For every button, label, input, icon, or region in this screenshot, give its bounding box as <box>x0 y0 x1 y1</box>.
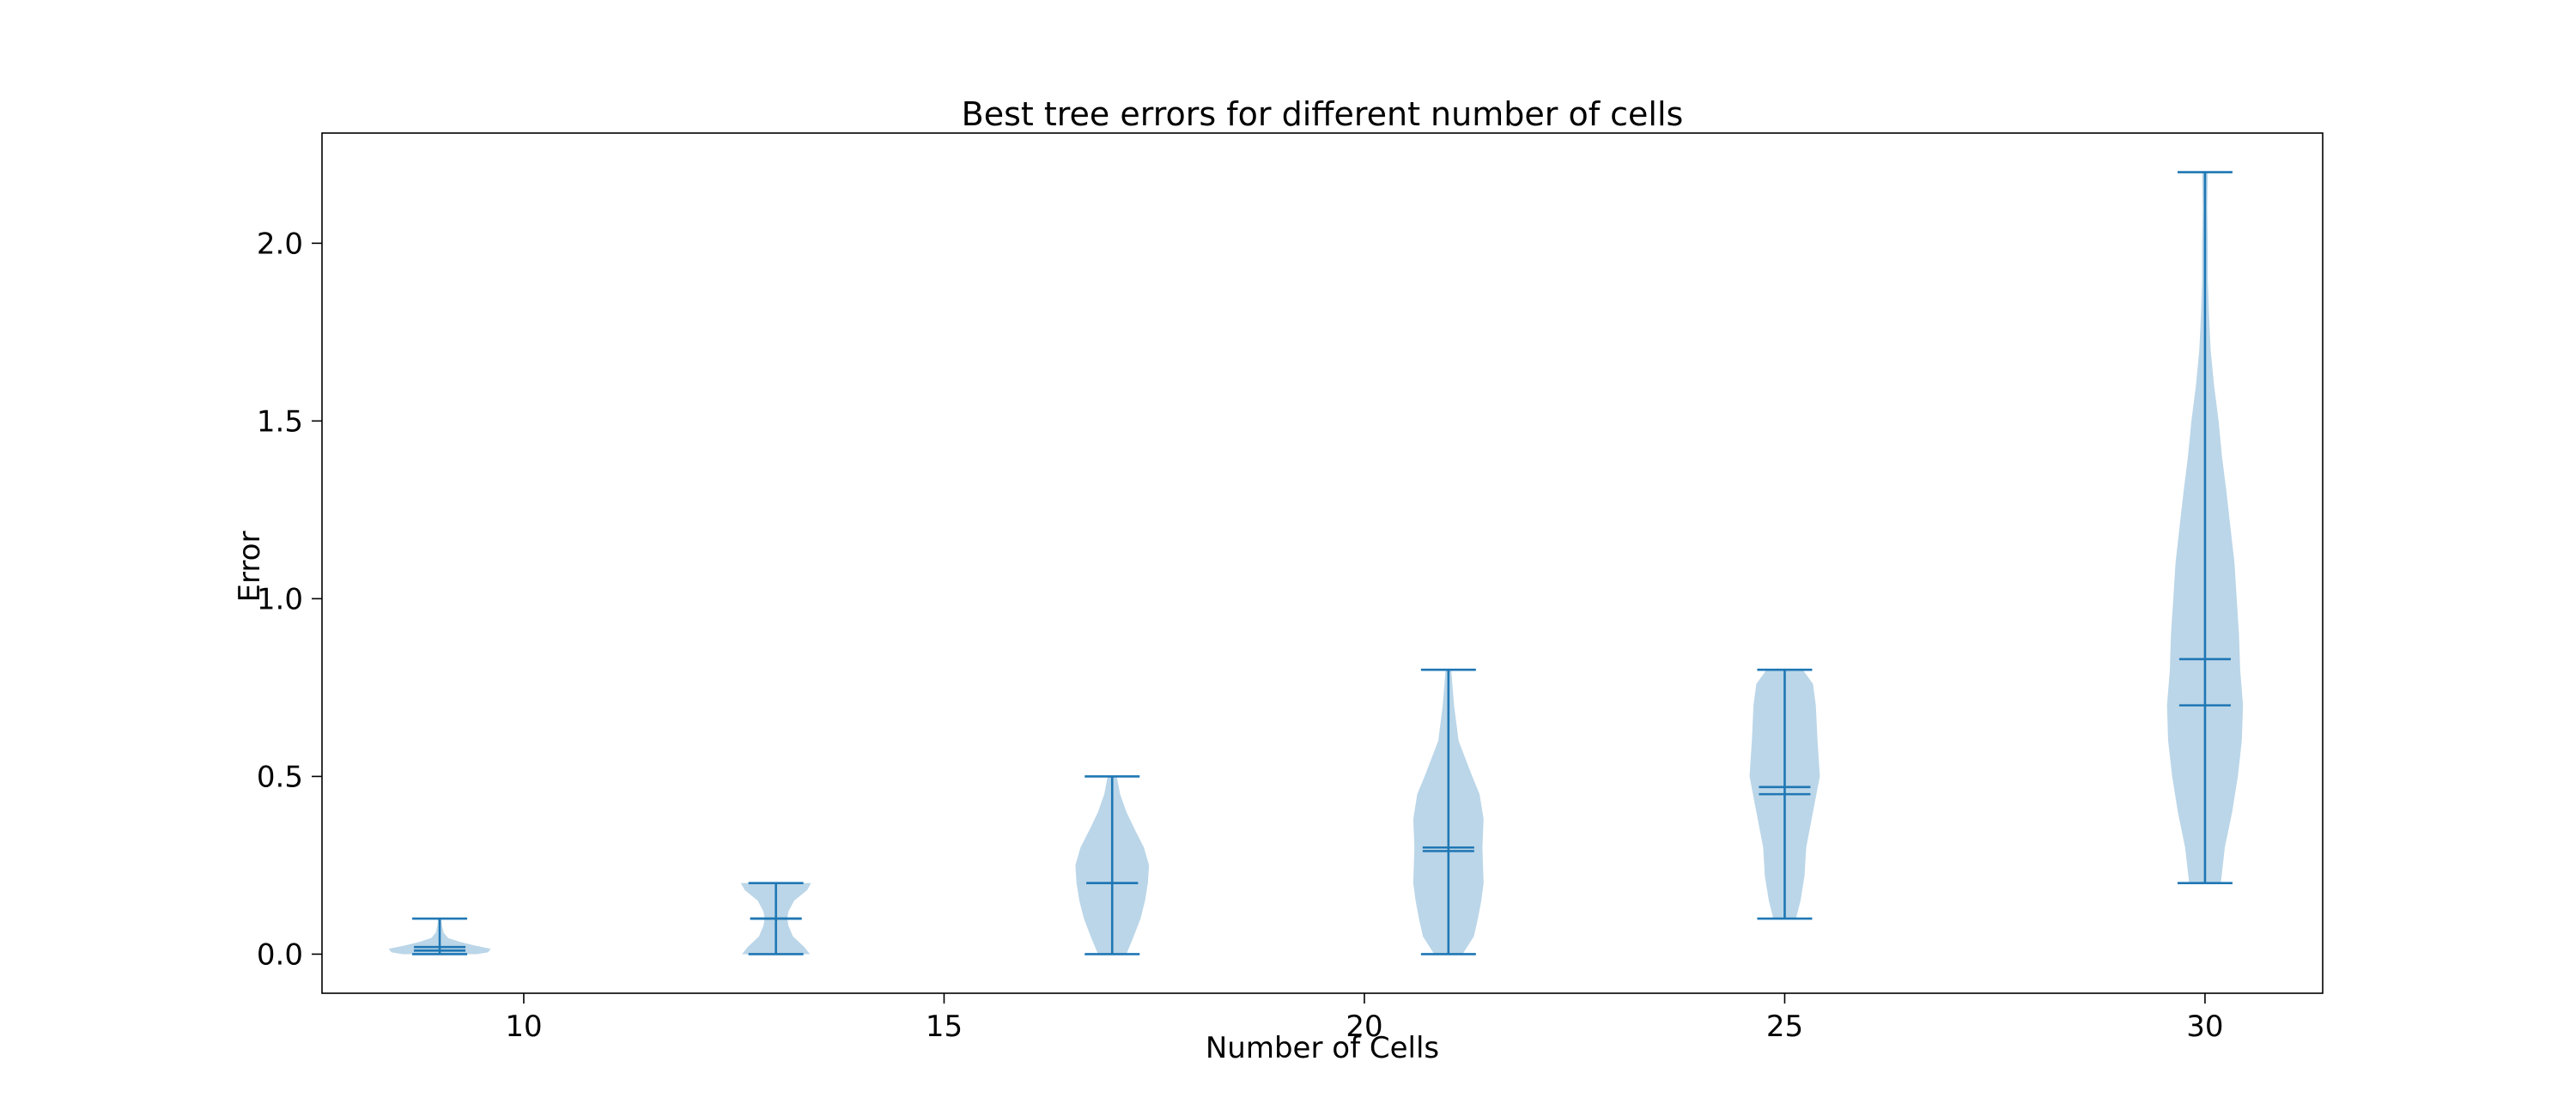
x-tick-label: 10 <box>505 1010 542 1044</box>
violin-21 <box>1413 668 1484 955</box>
x-tick-label: 20 <box>1346 1010 1382 1044</box>
violins-layer <box>388 171 2244 955</box>
y-axis-ticks: 0.0 0.5 1.0 1.5 2.0 <box>257 227 322 972</box>
y-tick-label: 2.0 <box>257 227 303 261</box>
violin-25 <box>1749 668 1820 920</box>
x-tick-label: 15 <box>926 1010 963 1044</box>
violin-9 <box>388 917 491 955</box>
y-axis-label: Error <box>233 531 267 603</box>
y-tick-label: 1.5 <box>257 404 303 439</box>
violin-17 <box>1075 775 1150 955</box>
x-axis-ticks: 10 15 20 25 30 <box>505 993 2224 1044</box>
x-tick-label: 30 <box>2186 1010 2223 1044</box>
y-tick-label: 1.0 <box>257 582 303 616</box>
violin-13 <box>740 882 811 955</box>
x-tick-label: 25 <box>1766 1010 1803 1044</box>
x-axis-label: Number of Cells <box>1206 1031 1439 1065</box>
y-tick-label: 0.5 <box>257 760 303 794</box>
violin-30 <box>2166 171 2244 884</box>
y-tick-label: 0.0 <box>257 937 303 972</box>
plot-frame <box>321 132 2324 994</box>
chart-title: Best tree errors for different number of… <box>962 95 1684 133</box>
